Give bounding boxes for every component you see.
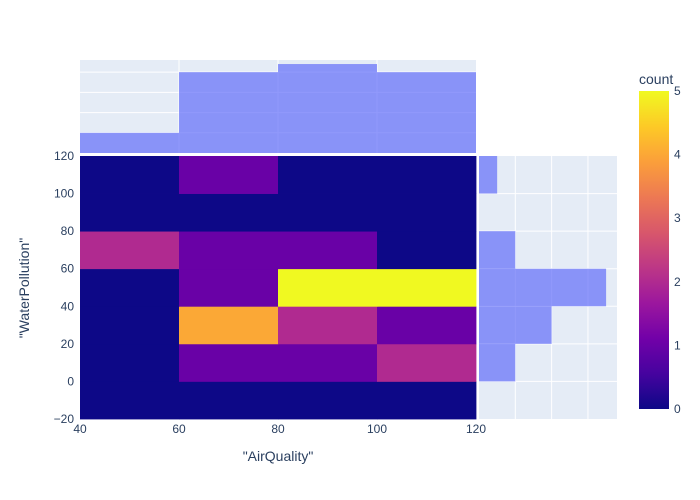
heatmap-cell xyxy=(80,343,180,382)
y-axis-title: "WaterPollution" xyxy=(16,238,32,338)
y-tick-label: 100 xyxy=(54,187,74,201)
colorbar: 0 1 2 3 4 5 xyxy=(639,84,681,416)
colorbar-tick-label: 3 xyxy=(674,211,681,225)
y-tick-label: 0 xyxy=(67,374,74,388)
heatmap-cell xyxy=(278,156,378,194)
x-tick-label: 80 xyxy=(271,422,285,436)
x-tick-label: 60 xyxy=(172,422,186,436)
heatmap-cell xyxy=(377,231,477,270)
right-marginal-bar xyxy=(479,231,516,269)
heatmap-cell xyxy=(278,306,378,345)
heatmap-cell xyxy=(377,306,477,345)
colorbar-tick-label: 2 xyxy=(674,275,681,289)
right-marginal-bar xyxy=(479,343,516,382)
y-tick-label: −20 xyxy=(54,412,75,426)
colorbar-tick-label: 0 xyxy=(674,402,681,416)
heatmap-cell xyxy=(179,381,279,420)
heatmap-cell xyxy=(377,343,477,382)
heatmap-cell xyxy=(80,156,180,194)
heatmap-cell xyxy=(278,268,378,307)
y-tick-label: 40 xyxy=(61,299,75,313)
x-axis-title: "AirQuality" xyxy=(243,448,314,464)
heatmap-cell xyxy=(278,343,378,382)
axes: 40 60 80 100 120 −20 0 20 40 60 80 100 120 xyxy=(54,149,487,436)
colorbar-tick-label: 1 xyxy=(674,338,681,352)
y-tick-label: 60 xyxy=(61,262,75,276)
right-marginal-bar xyxy=(479,268,607,307)
heatmap-cell xyxy=(179,306,279,345)
y-tick-label: 120 xyxy=(54,149,74,163)
right-marginal-histogram xyxy=(479,156,617,419)
colorbar-bar xyxy=(639,91,669,409)
heatmap-cell xyxy=(80,231,180,270)
heatmap-cell xyxy=(377,193,477,232)
heatmap-cell xyxy=(80,268,180,307)
heatmap-cell xyxy=(80,306,180,345)
colorbar-title: count xyxy=(639,71,673,87)
top-marginal-histogram xyxy=(80,60,476,153)
heatmap-cell xyxy=(278,193,378,232)
heatmap-cell xyxy=(377,268,477,307)
y-tick-label: 20 xyxy=(61,337,75,351)
heatmap-cell xyxy=(377,156,477,194)
right-marginal-bar xyxy=(479,156,498,194)
heatmap-cell xyxy=(377,381,477,420)
heatmap-cell xyxy=(179,231,279,270)
heatmap-cell xyxy=(278,231,378,270)
top-marginal-bar xyxy=(377,72,476,153)
right-marginal-bar xyxy=(479,306,552,344)
heatmap-cell xyxy=(80,193,180,232)
heatmap-cell xyxy=(179,268,279,307)
heatmap-cell xyxy=(278,381,378,420)
heatmap-cell xyxy=(179,156,279,194)
x-tick-label: 100 xyxy=(367,422,387,436)
x-tick-label: 40 xyxy=(73,422,87,436)
heatmap-plot-area xyxy=(80,156,477,420)
heatmap-cell xyxy=(80,381,180,420)
colorbar-tick-label: 5 xyxy=(674,84,681,98)
heatmap-cell xyxy=(179,343,279,382)
y-tick-label: 80 xyxy=(61,224,75,238)
top-marginal-bar xyxy=(278,64,377,153)
top-marginal-bar xyxy=(80,132,179,153)
top-marginal-bar xyxy=(179,72,278,153)
heatmap-cell xyxy=(179,193,279,232)
colorbar-tick-label: 4 xyxy=(674,148,681,162)
x-tick-label: 120 xyxy=(466,422,486,436)
